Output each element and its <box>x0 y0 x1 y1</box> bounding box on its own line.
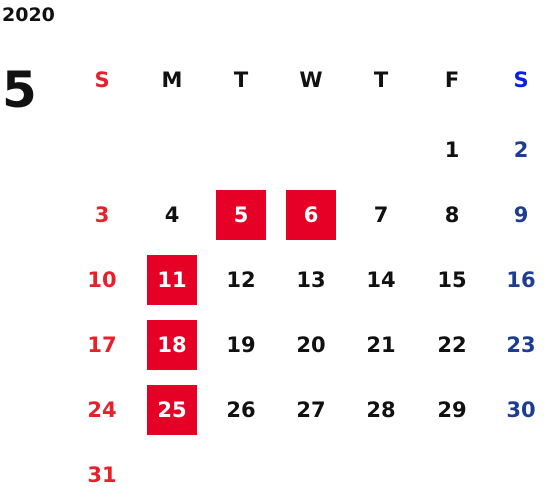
day-cell: 8 <box>444 203 460 227</box>
weekday-label: M <box>161 68 183 92</box>
weekday-label: S <box>94 68 110 92</box>
day-cell: 3 <box>94 203 110 227</box>
weekday-label: T <box>373 68 389 92</box>
day-cell: 14 <box>366 268 396 292</box>
day-cell: 11 <box>147 255 197 305</box>
weekday-label: T <box>233 68 249 92</box>
day-cell: 13 <box>296 268 326 292</box>
day-cell: 4 <box>164 203 180 227</box>
day-cell: 24 <box>87 398 117 422</box>
day-cell: 15 <box>437 268 467 292</box>
year: 2020 <box>2 4 55 26</box>
day-cell: 23 <box>506 333 536 357</box>
day-cell: 21 <box>366 333 396 357</box>
weekday-label: F <box>444 68 460 92</box>
weekday-label: S <box>513 68 529 92</box>
day-cell: 31 <box>87 463 117 487</box>
day-cell: 12 <box>226 268 256 292</box>
day-cell: 20 <box>296 333 326 357</box>
day-cell: 9 <box>513 203 529 227</box>
day-cell: 17 <box>87 333 117 357</box>
day-cell: 26 <box>226 398 256 422</box>
day-cell: 6 <box>286 190 336 240</box>
day-cell: 18 <box>147 320 197 370</box>
weekday-label: W <box>299 68 323 92</box>
day-cell: 29 <box>437 398 467 422</box>
day-cell: 10 <box>87 268 117 292</box>
day-cell: 1 <box>444 138 460 162</box>
day-cell: 30 <box>506 398 536 422</box>
day-cell: 7 <box>373 203 389 227</box>
day-cell: 19 <box>226 333 256 357</box>
day-cell: 25 <box>147 385 197 435</box>
day-cell: 2 <box>513 138 529 162</box>
day-cell: 5 <box>216 190 266 240</box>
day-cell: 28 <box>366 398 396 422</box>
day-cell: 22 <box>437 333 467 357</box>
day-cell: 16 <box>506 268 536 292</box>
month: 5 <box>2 61 37 119</box>
day-cell: 27 <box>296 398 326 422</box>
